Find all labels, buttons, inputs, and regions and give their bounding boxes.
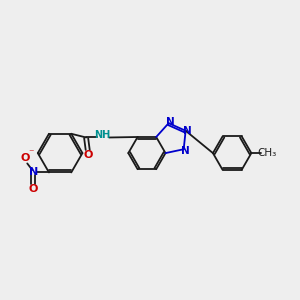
Text: O: O: [29, 184, 38, 194]
Text: N: N: [183, 126, 192, 136]
Text: N: N: [181, 146, 190, 156]
Text: O: O: [83, 149, 92, 160]
Text: N: N: [29, 167, 38, 177]
Text: O: O: [21, 153, 30, 163]
Text: ⁻: ⁻: [28, 148, 34, 158]
Text: NH: NH: [94, 130, 110, 140]
Text: CH₃: CH₃: [258, 148, 277, 158]
Text: N: N: [166, 117, 175, 127]
